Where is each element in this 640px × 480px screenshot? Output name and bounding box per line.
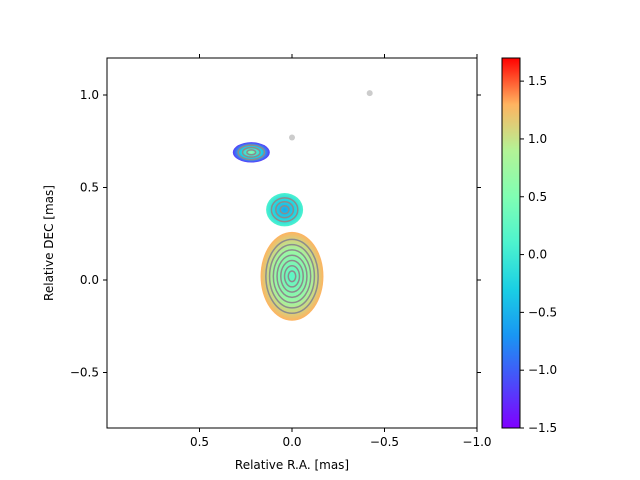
contour-line [272,249,312,304]
contour-line [280,259,304,293]
colorbar-tick-label: 1.0 [528,132,547,146]
contour-line [241,146,261,158]
y-tick-label: 0.5 [80,181,99,195]
contour-line [268,243,316,309]
contour-line [246,149,257,156]
x-tick-label: 0.5 [190,435,209,449]
colorbar [502,58,520,428]
y-tick-label: 1.0 [80,88,99,102]
faint-emission-mark [289,134,295,141]
contour-line [276,254,308,299]
colorbar-axis: 1.5 1.0 0.5 0.0 −0.5 −1.0 −1.5 [520,74,557,435]
intensity-contours [237,144,319,314]
colorbar-tick-label: −1.5 [528,421,557,435]
y-axis-label: Relative DEC [mas] [42,185,56,301]
faint-emission-mark [366,90,373,97]
y-axis: 1.0 0.5 0.0 −0.5 [70,88,481,380]
contour-line [265,238,319,314]
y-tick-label: −0.5 [70,366,99,380]
x-tick-label: −0.5 [370,435,399,449]
contour-line [237,144,266,161]
colorbar-frame [501,57,521,429]
contour-line [275,201,295,219]
contour-line [279,204,290,215]
colorbar-tick-label: 0.5 [528,190,547,204]
x-axis: 0.5 0.0 −0.5 −1.0 [190,54,492,449]
x-tick-label: −1.0 [462,435,491,449]
colorbar-tick-label: 0.0 [528,248,547,262]
colorbar-tick-label: −0.5 [528,305,557,319]
contour-line [283,265,301,288]
x-tick-label: 0.0 [282,435,301,449]
y-tick-label: 0.0 [80,273,99,287]
colorbar-tick-label: 1.5 [528,74,547,88]
contour-line [270,197,299,223]
colorbar-tick-label: −1.0 [528,363,557,377]
x-axis-label: Relative R.A. [mas] [235,458,349,472]
contour-line [287,270,297,283]
color-map-image [232,90,373,321]
